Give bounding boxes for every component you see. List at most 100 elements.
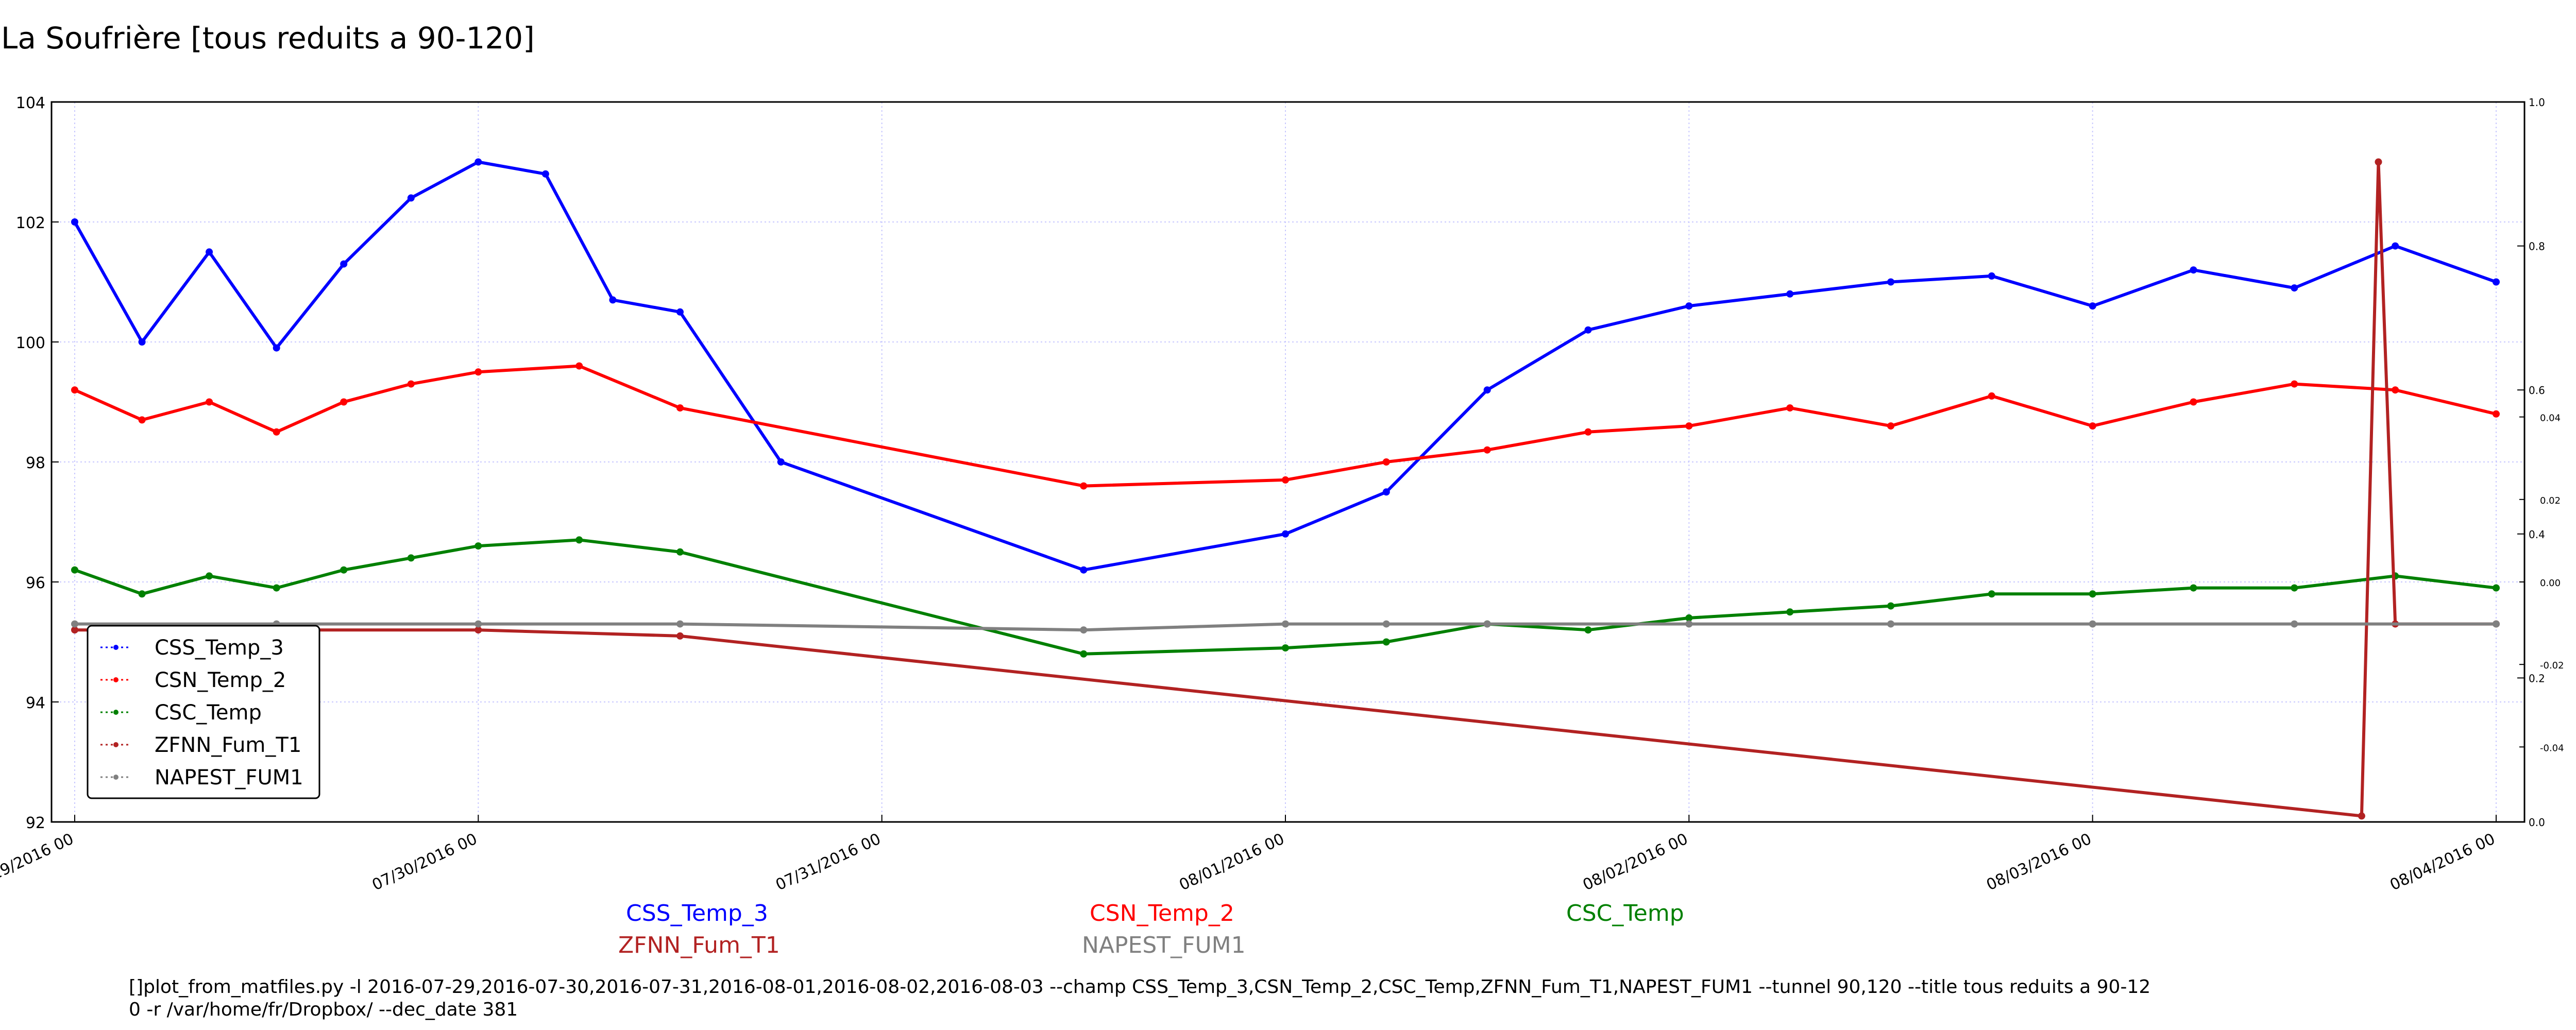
data-point-csc-temp (273, 584, 280, 592)
legend-marker (113, 677, 118, 682)
data-point-csc-temp (1786, 608, 1794, 616)
data-point-css-temp-3 (676, 308, 684, 316)
data-point-csn-temp-2 (676, 404, 684, 412)
legend-entry: ZFNN_Fum_T1 (155, 733, 301, 757)
data-point-csc-temp (575, 536, 583, 544)
data-point-csc-temp (474, 542, 482, 550)
data-point-css-temp-3 (407, 194, 415, 202)
data-point-css-temp-3 (609, 296, 617, 304)
data-point-csc-temp (2190, 584, 2197, 592)
data-point-csc-temp (2089, 590, 2096, 598)
data-point-csn-temp-2 (1483, 446, 1491, 454)
command-line-1: []plot_from_matfiles.py -l 2016-07-29,20… (129, 976, 2151, 998)
data-point-zfnn-fum-t1 (2358, 812, 2365, 820)
data-point-csn-temp-2 (1584, 428, 1592, 436)
data-point-csn-temp-2 (2493, 410, 2500, 418)
command-line-2: 0 -r /var/home/fr/Dropbox/ --dec_date 38… (129, 999, 518, 1020)
data-point-csn-temp-2 (2291, 380, 2298, 388)
right-outer-tick-label: 0.4 (2529, 528, 2545, 541)
data-point-csn-temp-2 (2190, 398, 2197, 406)
data-point-csn-temp-2 (1887, 422, 1894, 430)
right-outer-tick-label: 0.8 (2529, 241, 2545, 253)
data-point-css-temp-3 (340, 260, 348, 268)
data-point-csn-temp-2 (71, 386, 78, 394)
data-point-css-temp-3 (1786, 290, 1794, 298)
data-point-csn-temp-2 (1685, 422, 1693, 430)
right-outer-tick-label: 0.2 (2529, 672, 2545, 684)
x-tick-label: 08/04/2016 00 (2387, 830, 2498, 895)
data-point-csn-temp-2 (575, 362, 583, 370)
data-point-css-temp-3 (1988, 272, 1995, 280)
legend-marker (113, 645, 118, 650)
data-point-csc-temp (340, 566, 348, 574)
data-point-csc-temp (407, 554, 415, 562)
data-point-csn-temp-2 (1988, 392, 1995, 400)
y-tick-label: 94 (26, 694, 45, 712)
right-outer-tick-label: 0.6 (2529, 384, 2545, 397)
chart-title: La Soufrière [tous reduits a 90-120] (1, 21, 535, 56)
right-inner-tick-label: 0.02 (2540, 495, 2561, 506)
data-point-css-temp-3 (1584, 326, 1592, 334)
data-point-css-temp-3 (541, 170, 549, 178)
right-outer-tick-label: 0.0 (2529, 816, 2545, 829)
x-tick-label: 07/31/2016 00 (773, 830, 884, 895)
data-point-css-temp-3 (1282, 530, 1289, 538)
data-point-css-temp-3 (2291, 284, 2298, 292)
data-point-css-temp-3 (777, 458, 785, 466)
data-point-csc-temp (2291, 584, 2298, 592)
x-tick-label: 08/02/2016 00 (1580, 830, 1691, 895)
data-point-napest-fum1 (1483, 620, 1491, 628)
data-point-css-temp-3 (474, 158, 482, 166)
y-tick-label: 100 (16, 334, 45, 352)
data-point-css-temp-3 (1080, 566, 1088, 574)
data-point-zfnn-fum-t1 (2375, 158, 2382, 166)
data-point-css-temp-3 (2392, 242, 2399, 250)
data-point-zfnn-fum-t1 (676, 632, 684, 640)
data-point-csn-temp-2 (407, 380, 415, 388)
data-point-csn-temp-2 (273, 428, 280, 436)
chart-plot: 92 94 96 98 100 102 104 07/29/2016 00 07/30/2016… (0, 94, 2564, 895)
data-point-csc-temp (1382, 638, 1390, 646)
legend-entry: CSS_Temp_3 (155, 636, 284, 660)
legend-entry: CSN_Temp_2 (155, 668, 286, 692)
data-point-csc-temp (71, 566, 78, 574)
y-tick-label: 98 (26, 454, 45, 472)
data-point-zfnn-fum-t1 (71, 626, 78, 634)
data-point-csn-temp-2 (1786, 404, 1794, 412)
right-outer-tick-label: 1.0 (2529, 96, 2545, 109)
legend-entry: CSC_Temp (155, 701, 262, 725)
data-point-csn-temp-2 (206, 398, 213, 406)
x-tick-label: 07/29/2016 00 (0, 830, 76, 895)
data-point-css-temp-3 (1382, 488, 1390, 496)
legend-marker (113, 775, 118, 780)
data-point-css-temp-3 (273, 344, 280, 352)
x-tick-label: 08/03/2016 00 (1984, 830, 2094, 895)
data-point-css-temp-3 (2493, 278, 2500, 286)
data-point-napest-fum1 (2089, 620, 2096, 628)
data-point-css-temp-3 (206, 248, 213, 256)
data-point-csc-temp (2493, 584, 2500, 592)
data-point-csc-temp (676, 548, 684, 556)
data-point-csc-temp (138, 590, 146, 598)
label-zfnn-fum-t1: ZFNN_Fum_T1 (618, 932, 780, 958)
data-point-csc-temp (1080, 650, 1088, 658)
right-inner-tick-label: 0.00 (2540, 578, 2561, 589)
data-point-css-temp-3 (71, 218, 78, 226)
data-point-csc-temp (1988, 590, 1995, 598)
legend-box (87, 625, 320, 799)
data-point-csc-temp (1282, 644, 1289, 652)
x-tick-label: 08/01/2016 00 (1177, 830, 1287, 895)
legend-marker (113, 742, 118, 747)
data-point-csc-temp (1584, 626, 1592, 634)
data-point-napest-fum1 (1382, 620, 1390, 628)
data-point-css-temp-3 (1685, 302, 1693, 310)
data-point-css-temp-3 (1887, 278, 1894, 286)
right-inner-tick-label: -0.04 (2540, 743, 2564, 753)
right-inner-tick-label: -0.02 (2540, 660, 2564, 671)
legend-marker (113, 710, 118, 715)
data-point-css-temp-3 (2089, 302, 2096, 310)
label-csn-temp-2: CSN_Temp_2 (1090, 900, 1234, 926)
data-point-csn-temp-2 (1080, 482, 1088, 490)
label-napest-fum1: NAPEST_FUM1 (1082, 932, 1246, 958)
data-point-csn-temp-2 (138, 416, 146, 424)
